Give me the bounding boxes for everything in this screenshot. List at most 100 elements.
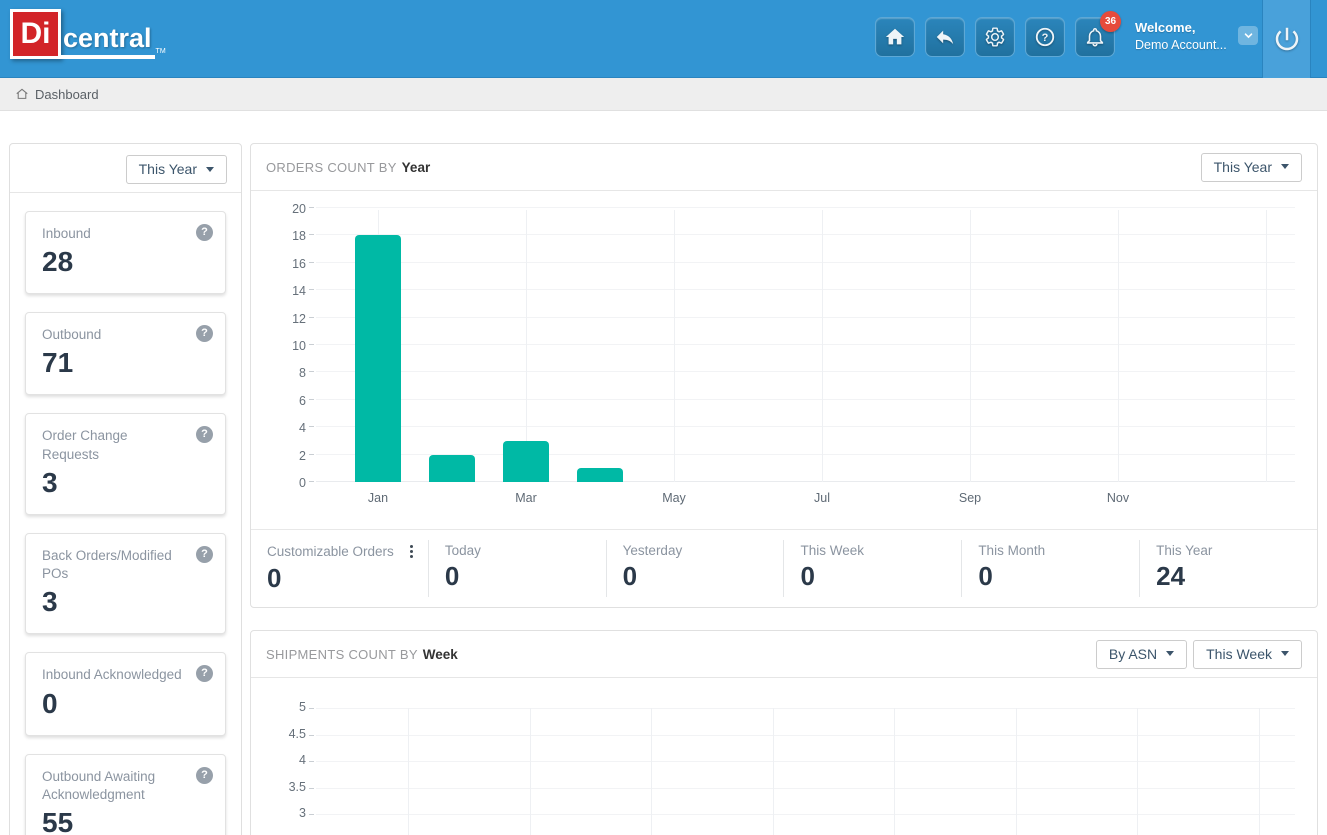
gridline-y-8: [316, 371, 1295, 373]
gridline-x-4: [894, 708, 895, 835]
sidebar-card-value: 71: [42, 347, 74, 379]
caret-down-icon: [1166, 651, 1175, 656]
home-button[interactable]: [875, 17, 915, 57]
shipments-panel: SHIPMENTS COUNT BY Week By ASN This Week…: [250, 630, 1318, 835]
stat-this-month: This Month 0: [962, 530, 1139, 607]
help-icon: ?: [1035, 27, 1055, 47]
svg-text:?: ?: [1042, 32, 1049, 44]
sidebar-card-value: 0: [42, 687, 58, 719]
sidebar-panel: This Year Inbound? 28 Outbound? 71 Order Cha…: [9, 143, 242, 835]
stat-yesterday: Yesterday 0: [607, 530, 784, 607]
y-tick: [309, 814, 314, 815]
caret-down-icon: [1281, 651, 1289, 656]
welcome-block: Welcome, Demo Account...: [1135, 20, 1227, 52]
y-tick: [309, 734, 314, 736]
sidebar-card-order-change-requests[interactable]: Order Change Requests? 3: [25, 413, 226, 515]
logo-trademark: TM: [155, 48, 166, 55]
account-menu-button[interactable]: [1238, 26, 1258, 45]
gridline-x-12: [1266, 210, 1267, 482]
x-axis-label-mar: Mar: [515, 491, 537, 505]
back-button[interactable]: [925, 17, 965, 57]
sidebar-card-label: Inbound Acknowledged: [42, 667, 182, 683]
help-icon[interactable]: ?: [196, 545, 213, 563]
stat-label: Yesterday: [623, 543, 784, 558]
stat-label: Today: [445, 543, 606, 558]
sidebar-card-inbound[interactable]: Inbound? 28: [25, 211, 226, 295]
sidebar-period-dropdown[interactable]: This Year: [125, 155, 227, 184]
gridline-x-8: [970, 210, 971, 482]
settings-button[interactable]: [975, 17, 1015, 57]
help-icon[interactable]: ?: [196, 426, 213, 444]
notifications-button[interactable]: 36: [1075, 11, 1121, 57]
y-axis-label: 2: [299, 448, 306, 463]
sidebar-card-value: 28: [42, 246, 74, 278]
orders-bar-apr[interactable]: [577, 468, 623, 482]
y-axis-label: 4: [299, 421, 306, 436]
shipments-period-dropdown[interactable]: This Week: [1193, 639, 1302, 669]
shipments-group-dropdown[interactable]: By ASN: [1095, 639, 1188, 669]
help-icon[interactable]: ?: [196, 325, 213, 343]
y-axis-label: 3.5: [288, 779, 306, 794]
y-tick: [309, 787, 314, 789]
x-axis-label-sep: Sep: [958, 491, 982, 505]
y-axis-label: 14: [292, 284, 306, 299]
gridline-x-5: [1015, 708, 1017, 835]
y-axis-label: 20: [292, 204, 306, 216]
y-tick: [309, 344, 314, 345]
stat-label-text: This Month: [978, 543, 1046, 558]
orders-panel-header: ORDERS COUNT BY Year This Year: [251, 144, 1317, 191]
help-button[interactable]: ?: [1025, 17, 1065, 57]
gridline-y-3: [316, 814, 1295, 815]
shipments-period-label: This Week: [1206, 645, 1272, 662]
y-tick: [309, 481, 314, 482]
sidebar-card-outbound-awaiting-acknowledgment[interactable]: Outbound Awaiting Acknowledgment? 55: [25, 753, 226, 835]
dicentral-logo[interactable]: Di central TM: [10, 9, 166, 59]
x-axis-label-nov: Nov: [1106, 491, 1130, 505]
y-axis-label: 4.5: [288, 726, 306, 741]
gridline-y-6: [316, 398, 1295, 400]
y-tick: [309, 453, 314, 455]
gridline-x-4: [674, 210, 675, 482]
sidebar-card-outbound[interactable]: Outbound? 71: [25, 312, 226, 396]
power-icon: [1275, 27, 1298, 51]
sidebar-card-value: 55: [42, 806, 74, 835]
app-header: Di central TM ? 36 Welcome, Demo Account.…: [0, 0, 1327, 78]
y-axis-label: 6: [299, 393, 306, 408]
breadcrumb: Dashboard: [0, 78, 1327, 111]
help-icon[interactable]: ?: [196, 224, 213, 241]
y-axis-label: 10: [292, 339, 306, 353]
orders-panel-actions: This Year: [1200, 152, 1302, 182]
stat-customizable-orders: Customizable Orders 0: [251, 530, 428, 607]
caret-down-icon: [1281, 164, 1289, 169]
sidebar-card-back-orders-modified-pos[interactable]: Back Orders/Modified POs? 3: [25, 532, 226, 635]
stat-value: 0: [267, 563, 282, 593]
orders-bar-mar[interactable]: [503, 440, 549, 482]
sidebar-card-inbound-acknowledged[interactable]: Inbound Acknowledged? 0: [25, 652, 226, 736]
breadcrumb-dashboard-link[interactable]: Dashboard: [35, 86, 99, 102]
logout-button[interactable]: [1262, 0, 1311, 78]
gridline-y-2: [316, 453, 1295, 455]
header-toolbar: ? 36: [875, 11, 1121, 57]
gridline-x-3: [772, 708, 774, 835]
account-name: Demo Account...: [1135, 38, 1227, 52]
kebab-menu-icon[interactable]: [408, 543, 415, 560]
gridline-y-5: [316, 708, 1295, 709]
y-tick: [309, 261, 314, 263]
stat-this-week: This Week 0: [784, 530, 961, 607]
stat-label-text: Yesterday: [622, 543, 683, 558]
sidebar-card-label: Order Change Requests: [42, 428, 128, 462]
stat-value: 0: [800, 561, 815, 591]
logo-central-text: central: [60, 25, 155, 59]
y-axis-label: 3: [299, 806, 306, 820]
sidebar-card-label: Inbound: [42, 226, 91, 241]
orders-bar-jan[interactable]: [355, 235, 401, 482]
stat-label-text: This Year: [1156, 543, 1213, 558]
sidebar-cards: Inbound? 28 Outbound? 71 Order Change Reques…: [10, 193, 241, 835]
sidebar-filter-row: This Year: [10, 144, 241, 193]
orders-period-dropdown[interactable]: This Year: [1200, 152, 1302, 182]
help-icon[interactable]: ?: [196, 665, 213, 683]
stat-label: This Month: [978, 543, 1139, 558]
orders-bar-feb[interactable]: [429, 454, 475, 482]
stat-label: This Year: [1156, 543, 1317, 558]
help-icon[interactable]: ?: [196, 766, 213, 784]
